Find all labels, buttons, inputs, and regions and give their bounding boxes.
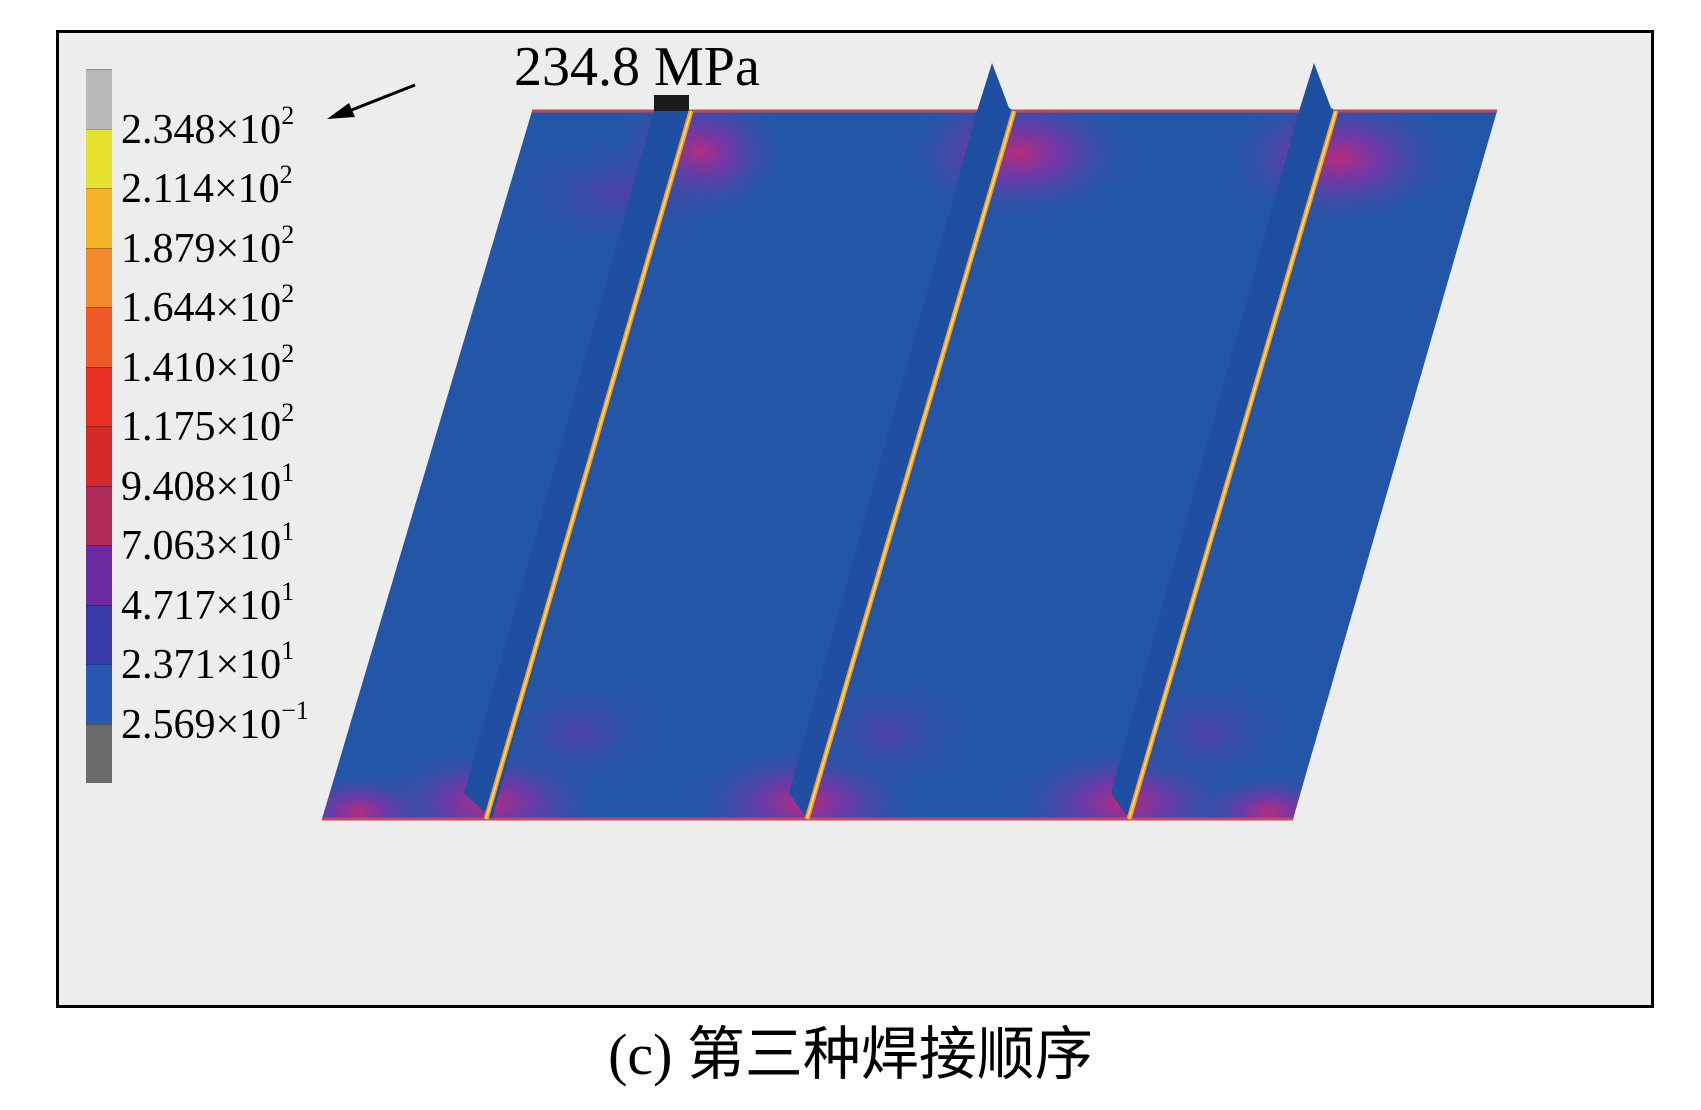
stiffener-1	[464, 95, 694, 820]
legend-value: 2.348×102	[121, 100, 295, 153]
color-legend-bar	[86, 69, 112, 783]
legend-value: 7.063×101	[121, 517, 295, 569]
legend-exponent: 2	[281, 338, 295, 368]
legend-mantissa: 1.175	[121, 404, 216, 450]
legend-exponent: 2	[281, 398, 295, 427]
peak-stress-label: 234.8 MPa	[514, 36, 760, 98]
legend-mantissa: 7.063	[121, 523, 216, 569]
legend-swatch	[86, 307, 112, 367]
legend-swatch	[86, 664, 112, 724]
legend-exponent: 1	[281, 457, 295, 487]
legend-exponent: −1	[281, 695, 309, 725]
legend-value: 4.717×101	[121, 576, 295, 629]
legend-exponent: 2	[281, 219, 295, 249]
stress-contour-model	[322, 63, 1497, 821]
stiffener-3	[1111, 63, 1339, 820]
legend-exponent: 2	[281, 100, 295, 130]
figure-caption: (c) 第三种焊接顺序	[608, 1022, 1093, 1087]
legend-swatch	[86, 69, 112, 129]
stiffener-2	[789, 63, 1017, 820]
legend-mantissa: 4.717	[121, 582, 216, 629]
legend-value: 9.408×101	[121, 457, 295, 510]
legend-exponent: 1	[281, 517, 295, 546]
legend-swatch	[86, 545, 112, 605]
legend-exponent: 2	[279, 160, 293, 189]
legend-value: 2.569×10−1	[121, 695, 309, 748]
legend-swatch	[86, 426, 112, 486]
legend-mantissa: 2.114	[121, 166, 214, 212]
legend-swatch	[86, 128, 112, 188]
legend-exponent: 2	[281, 279, 295, 308]
legend-swatch	[86, 247, 112, 307]
legend-exponent: 1	[281, 576, 295, 606]
legend-value: 2.371×101	[121, 636, 295, 688]
legend-value: 1.175×102	[121, 398, 295, 450]
legend-swatch	[86, 188, 112, 248]
figure-frame: 2.348×102 2.114×102 1.879×102 1.644×102 1.41…	[56, 30, 1654, 1008]
legend-swatch	[86, 366, 112, 426]
peak-arrow	[327, 83, 416, 119]
legend-mantissa: 2.371	[121, 642, 216, 688]
legend-value: 2.114×102	[121, 160, 293, 212]
legend-swatch	[86, 485, 112, 545]
legend-swatch-min	[86, 723, 112, 783]
legend-mantissa: 2.348	[121, 106, 216, 153]
legend-exponent: 1	[281, 636, 295, 665]
legend-value: 1.879×102	[121, 219, 295, 272]
legend-value: 1.644×102	[121, 279, 295, 331]
legend-mantissa: 1.879	[121, 225, 216, 272]
legend-mantissa: 1.644	[121, 285, 216, 331]
legend-mantissa: 2.569	[121, 701, 216, 748]
legend-value: 1.410×102	[121, 338, 295, 391]
legend-swatch	[86, 604, 112, 664]
legend-mantissa: 9.408	[121, 463, 216, 510]
legend-mantissa: 1.410	[121, 344, 216, 391]
